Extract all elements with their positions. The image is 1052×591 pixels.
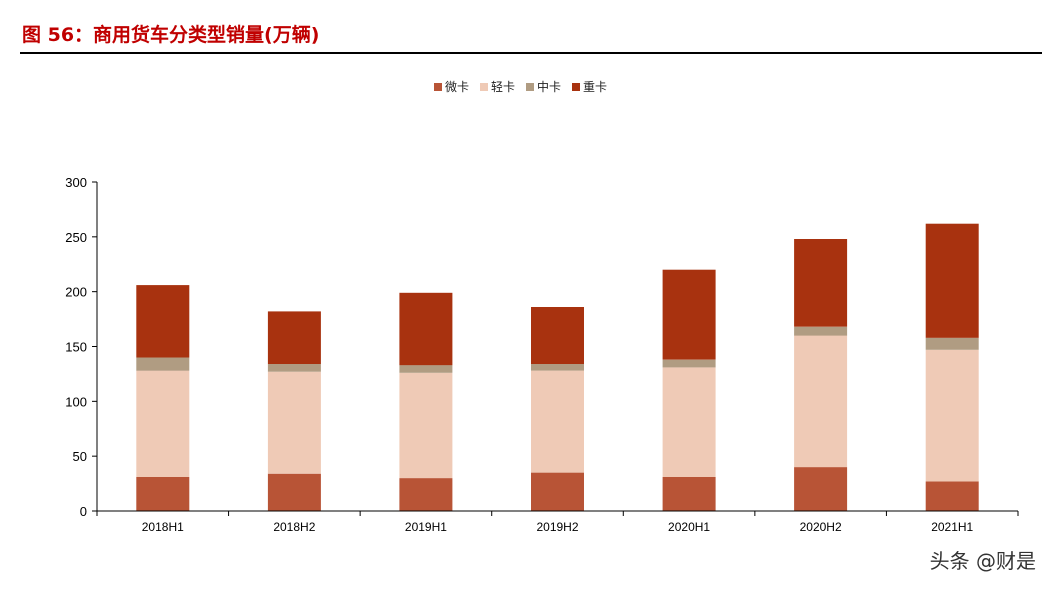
chart-axes: 0 50 100 150 200 250 300 2018H1 2018H2 2019H1 2019…	[65, 175, 1019, 534]
bar-segment-2019H2-s0	[531, 472, 584, 511]
bar-segment-2020H2-s1	[794, 335, 848, 468]
y-tick-label: 250	[65, 230, 87, 245]
x-tick-label-2019H2: 2019H2	[536, 520, 578, 534]
bar-segment-2020H1-s1	[662, 367, 716, 477]
x-tick-label-2018H1: 2018H1	[142, 520, 184, 534]
bar-segment-2019H2-s1	[531, 370, 584, 473]
legend-swatch-s3	[572, 83, 580, 91]
y-tick-label: 100	[65, 394, 87, 409]
x-tick-label-2019H1: 2019H1	[405, 520, 447, 534]
bar-segment-2019H2-s2	[531, 364, 584, 371]
bar-segment-2021H1-s2	[925, 337, 979, 350]
figure-title: 图 56：商用货车分类型销量(万辆)	[22, 24, 320, 46]
x-tick-label-2021H1: 2021H1	[931, 520, 973, 534]
legend-label-s1: 轻卡	[491, 80, 515, 94]
x-tick-label-2020H1: 2020H1	[668, 520, 710, 534]
y-tick-label: 50	[73, 449, 87, 464]
x-tick-label-2020H2: 2020H2	[800, 520, 842, 534]
bar-segment-2020H1-s0	[662, 477, 716, 511]
bar-segment-2018H2-s0	[267, 473, 321, 511]
bar-segment-2019H1-s1	[399, 372, 453, 479]
bar-segment-2019H1-s3	[399, 292, 453, 366]
bar-segment-2020H2-s2	[794, 326, 848, 336]
bar-segment-2021H1-s1	[925, 349, 979, 482]
x-tick-label-2018H2: 2018H2	[273, 520, 315, 534]
bar-segment-2021H1-s0	[925, 481, 979, 511]
legend-label-s0: 微卡	[445, 80, 469, 94]
bar-segment-2019H2-s3	[531, 307, 584, 364]
bar-segment-2018H2-s3	[267, 311, 321, 364]
legend-swatch-s1	[480, 83, 488, 91]
y-tick-label: 300	[65, 175, 87, 190]
bar-segment-2020H2-s3	[794, 239, 848, 327]
bar-segment-2021H1-s3	[925, 223, 979, 338]
y-tick-label: 150	[65, 340, 87, 355]
bar-segment-2018H1-s1	[136, 370, 190, 477]
legend-label-s3: 重卡	[583, 80, 607, 94]
bar-segment-2020H1-s3	[662, 269, 716, 360]
bar-segment-2018H2-s1	[267, 371, 321, 474]
bar-group	[136, 223, 979, 511]
bar-segment-2018H2-s2	[267, 364, 321, 372]
y-tick-label: 0	[80, 504, 87, 519]
y-tick-label: 200	[65, 285, 87, 300]
legend-swatch-s2	[526, 83, 534, 91]
chart-legend: 微卡 轻卡 中卡 重卡	[434, 79, 607, 94]
bar-segment-2020H2-s0	[794, 467, 848, 511]
legend-swatch-s0	[434, 83, 442, 91]
legend-label-s2: 中卡	[537, 79, 561, 94]
watermark-text: 头条 @财是	[929, 549, 1036, 573]
bar-segment-2018H1-s3	[136, 285, 190, 358]
bar-segment-2019H1-s2	[399, 365, 453, 373]
bar-segment-2019H1-s0	[399, 478, 453, 511]
bar-segment-2020H1-s2	[662, 359, 716, 368]
bar-segment-2018H1-s0	[136, 477, 190, 511]
title-divider	[20, 52, 1042, 54]
bar-segment-2018H1-s2	[136, 357, 190, 371]
